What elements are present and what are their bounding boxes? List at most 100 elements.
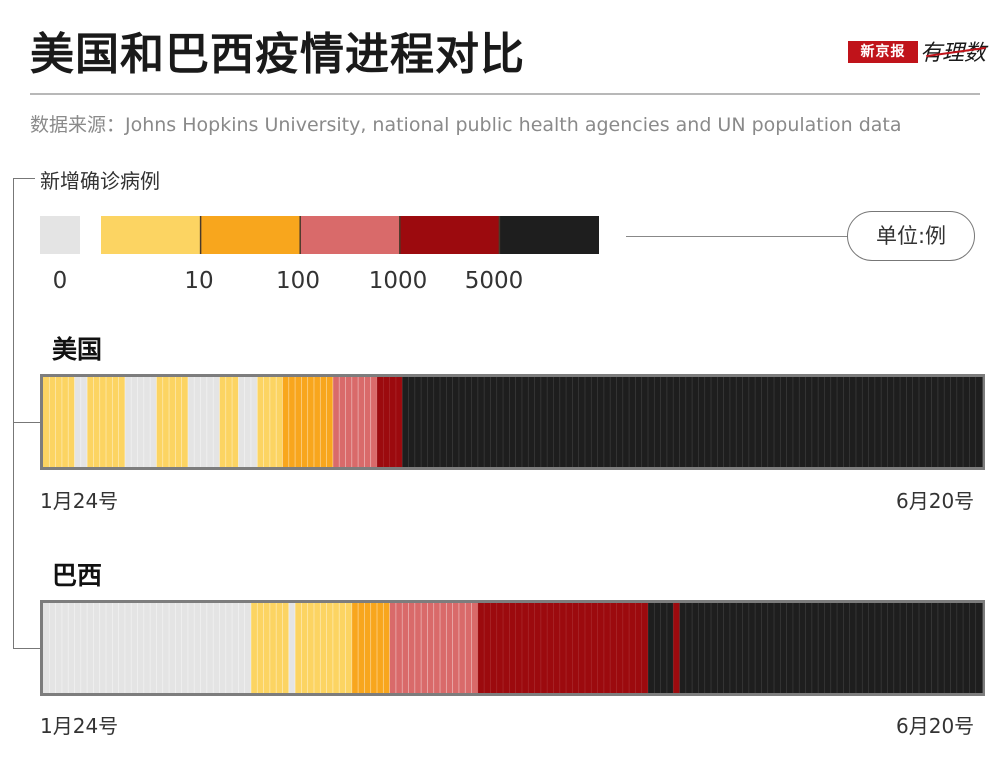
day-cell [326, 603, 334, 693]
day-cell [597, 377, 605, 467]
day-cell [584, 603, 592, 693]
day-cell [553, 603, 561, 693]
day-cell [881, 377, 889, 467]
day-cell [137, 377, 145, 467]
day-cell [427, 377, 435, 467]
day-cell [106, 603, 113, 693]
day-cell [855, 377, 863, 467]
day-cell [824, 603, 832, 693]
day-cell [345, 603, 353, 693]
day-cell [969, 377, 977, 467]
day-cell [263, 603, 271, 693]
day-cell [515, 603, 523, 693]
day-cell [465, 603, 473, 693]
day-cell [43, 603, 50, 693]
day-cell [540, 377, 548, 467]
logo-box-text: 新京报 [848, 41, 918, 63]
day-cell [893, 603, 901, 693]
day-cell [622, 377, 630, 467]
day-cell [61, 603, 69, 693]
day-cell [370, 603, 378, 693]
day-cell [704, 603, 712, 693]
day-cell [584, 377, 592, 467]
legend-label-5000: 5000 [464, 268, 524, 294]
bracket-tick-legend [13, 178, 35, 179]
day-cell [931, 603, 939, 693]
day-cell [956, 377, 964, 467]
day-cell [673, 603, 681, 693]
day-cell [187, 377, 195, 467]
day-cell [490, 603, 498, 693]
day-cell [792, 603, 800, 693]
day-cell [950, 603, 958, 693]
day-cell [68, 377, 76, 467]
x-start-label-brazil: 1月24号 [40, 714, 119, 738]
day-cell [566, 377, 573, 467]
day-cell [767, 377, 775, 467]
day-cell [93, 377, 101, 467]
day-cell [80, 377, 88, 467]
day-cell [93, 603, 101, 693]
day-cell [547, 603, 555, 693]
day-cell [377, 377, 384, 467]
day-cell [729, 603, 737, 693]
day-cell [55, 377, 63, 467]
day-cell [692, 377, 700, 467]
day-cell [257, 603, 265, 693]
day-cell [269, 377, 277, 467]
day-cell [503, 603, 510, 693]
day-cell [156, 377, 164, 467]
day-cell [383, 603, 391, 693]
day-cell [175, 603, 183, 693]
day-cell [799, 603, 807, 693]
day-cell [339, 603, 347, 693]
day-cell [484, 603, 492, 693]
day-cell [868, 603, 876, 693]
day-cell [824, 377, 832, 467]
day-cell [906, 377, 914, 467]
brand-logo: 新京报 有理数 [848, 37, 986, 67]
day-cell [629, 603, 636, 693]
day-cell [187, 603, 195, 693]
day-cell [685, 603, 693, 693]
day-cell [377, 603, 384, 693]
legend-swatch-100-1000 [300, 216, 401, 254]
day-cell [408, 377, 416, 467]
day-cell [389, 603, 397, 693]
day-cell [540, 603, 548, 693]
legend-swatch-zero [40, 216, 80, 254]
day-cell [307, 603, 315, 693]
day-cell [616, 377, 624, 467]
day-cell [257, 377, 265, 467]
day-cell [307, 377, 315, 467]
day-cell [912, 603, 920, 693]
day-cell [679, 377, 687, 467]
day-cell [975, 377, 983, 467]
heatmap-strip-usa [40, 374, 985, 470]
day-cell [345, 377, 353, 467]
day-cell [213, 377, 221, 467]
day-cell [477, 377, 485, 467]
day-cell [906, 603, 914, 693]
heatmap-strip-brazil [40, 600, 985, 696]
day-cell [918, 377, 926, 467]
day-cell [408, 603, 416, 693]
legend-label-0: 0 [52, 268, 68, 294]
day-cell [868, 377, 876, 467]
day-cell [169, 377, 176, 467]
day-cell [528, 603, 536, 693]
day-cell [635, 377, 643, 467]
day-cell [288, 377, 296, 467]
day-cell [679, 603, 687, 693]
day-cell [944, 603, 952, 693]
day-cell [131, 603, 139, 693]
day-cell [799, 377, 807, 467]
day-cell [402, 603, 410, 693]
day-cell [490, 377, 498, 467]
day-cell [748, 377, 756, 467]
legend-label-1000: 1000 [368, 268, 428, 294]
day-cell [956, 603, 964, 693]
day-cell [288, 603, 296, 693]
day-cell [440, 377, 447, 467]
day-cell [225, 603, 233, 693]
